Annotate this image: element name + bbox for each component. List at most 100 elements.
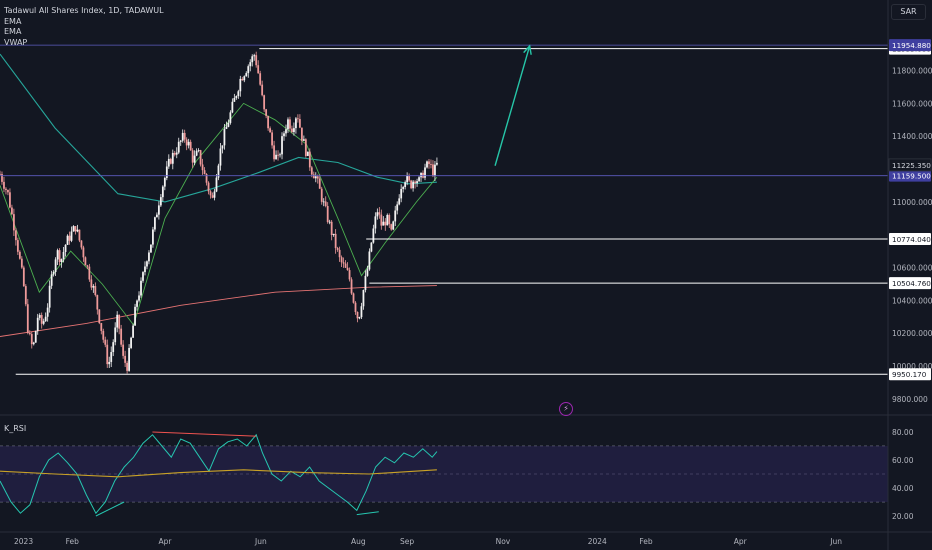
candle-body [316, 176, 319, 179]
price-axis[interactable]: 9800.000 10000.000 10200.000 10400.000 10600… [887, 0, 932, 550]
time-tick-label: Jun [829, 537, 842, 546]
candle-body [163, 177, 166, 187]
projection-arrow[interactable] [494, 44, 532, 166]
candle-body [436, 162, 438, 165]
candle-body [235, 96, 238, 98]
candle-body [161, 186, 164, 198]
candle-body [108, 361, 111, 365]
candle-body [124, 355, 127, 363]
candle-body [116, 314, 119, 328]
candle-body [281, 136, 283, 155]
candle-body [130, 337, 132, 348]
candle-body [390, 224, 393, 230]
candle-body [148, 252, 150, 262]
candle-body [376, 212, 379, 217]
rsi-lines [0, 431, 438, 517]
candle-body [233, 97, 236, 102]
candle-body [374, 216, 377, 229]
rsi-divergence-top [152, 431, 257, 437]
candle-body [16, 240, 19, 252]
candle-body [297, 118, 299, 120]
candle-body [412, 181, 414, 189]
candle-body [285, 129, 287, 134]
chart-title: Tadawul All Shares Index, 1D, TADAWUL [4, 6, 164, 15]
candle-body [298, 119, 301, 128]
candle-body [90, 279, 93, 288]
price-tick-label: 11600.000 [892, 99, 932, 108]
price-tick-label: 11800.000 [892, 67, 932, 76]
candle-body [68, 235, 71, 241]
candle-body [181, 132, 184, 141]
rsi-divergence-bottom [356, 511, 379, 516]
candle-body [275, 154, 277, 160]
candle-body [360, 306, 363, 318]
candle-body [34, 331, 37, 343]
legend-ema-fast[interactable]: EMA [4, 16, 22, 26]
legend-ema-slow[interactable]: EMA [4, 27, 22, 36]
level-lines[interactable] [0, 44, 888, 375]
candle-body [5, 188, 7, 190]
candle-body [388, 214, 391, 225]
candle-body [257, 65, 260, 74]
candle-body [92, 286, 95, 288]
ema-slow-line [0, 53, 437, 203]
candle-body [159, 197, 162, 206]
candle-body [50, 274, 53, 286]
level-badge-label: 10504.760 [892, 279, 931, 288]
candle-body [432, 164, 434, 176]
candle-body [142, 272, 144, 281]
candle-body [267, 115, 270, 129]
candle-body [52, 272, 55, 275]
price-tick-label: 10200.000 [892, 329, 932, 338]
candle-body [195, 150, 198, 156]
legend-vwap[interactable]: VWAP [4, 37, 28, 47]
vwap-line [0, 285, 437, 337]
candle-body [112, 342, 115, 353]
candle-body [348, 270, 351, 280]
candle-body [394, 210, 397, 222]
candle-body [46, 307, 49, 317]
candle-body [169, 158, 172, 164]
arrow-head [523, 44, 532, 55]
candle-body [144, 266, 146, 273]
candle-body [306, 151, 309, 156]
rule-badge [889, 169, 931, 182]
candle-body [62, 251, 65, 260]
rsi-band-fill [0, 446, 888, 502]
currency-button[interactable]: SAR [891, 4, 926, 20]
rule-badge-label: 11159.500 [892, 172, 931, 181]
rsi-axis[interactable]: 20.00 40.00 60.00 80.00 [892, 428, 914, 521]
candle-body [110, 352, 113, 362]
rsi-divergence-bottom [95, 501, 125, 517]
candle-body [104, 339, 107, 345]
rsi-legend[interactable]: K_RSI [4, 424, 27, 433]
candle-body [138, 295, 140, 301]
candle-body [40, 315, 43, 324]
candle-body [96, 295, 99, 310]
lightning-icon[interactable]: ⚡ [559, 402, 573, 416]
candle-body [3, 181, 5, 189]
candle-body [291, 128, 293, 133]
candle-body [201, 164, 204, 171]
candle-body [350, 279, 353, 294]
rsi-tick-label: 40.00 [892, 484, 914, 493]
candle-body [231, 101, 234, 113]
candle-body [358, 317, 361, 319]
candle-body [293, 128, 295, 133]
price-tick-label: 10400.000 [892, 296, 932, 305]
candle-body [106, 344, 109, 365]
time-axis[interactable]: 2023 Feb Apr Jun Aug Sep Nov 2024 Feb Apr Jun [0, 531, 932, 546]
candle-body [38, 315, 41, 318]
candle-body [14, 230, 17, 241]
candle-body [0, 173, 1, 175]
candle-body [308, 151, 311, 168]
candle-body [314, 176, 317, 179]
candle-body [183, 132, 186, 140]
candle-body [126, 362, 129, 371]
candle-body [58, 250, 61, 263]
candle-body [18, 251, 21, 259]
candle-body [225, 126, 228, 129]
candle-body [165, 166, 168, 178]
chart-legend: Tadawul All Shares Index, 1D, TADAWUL EM… [4, 6, 164, 48]
